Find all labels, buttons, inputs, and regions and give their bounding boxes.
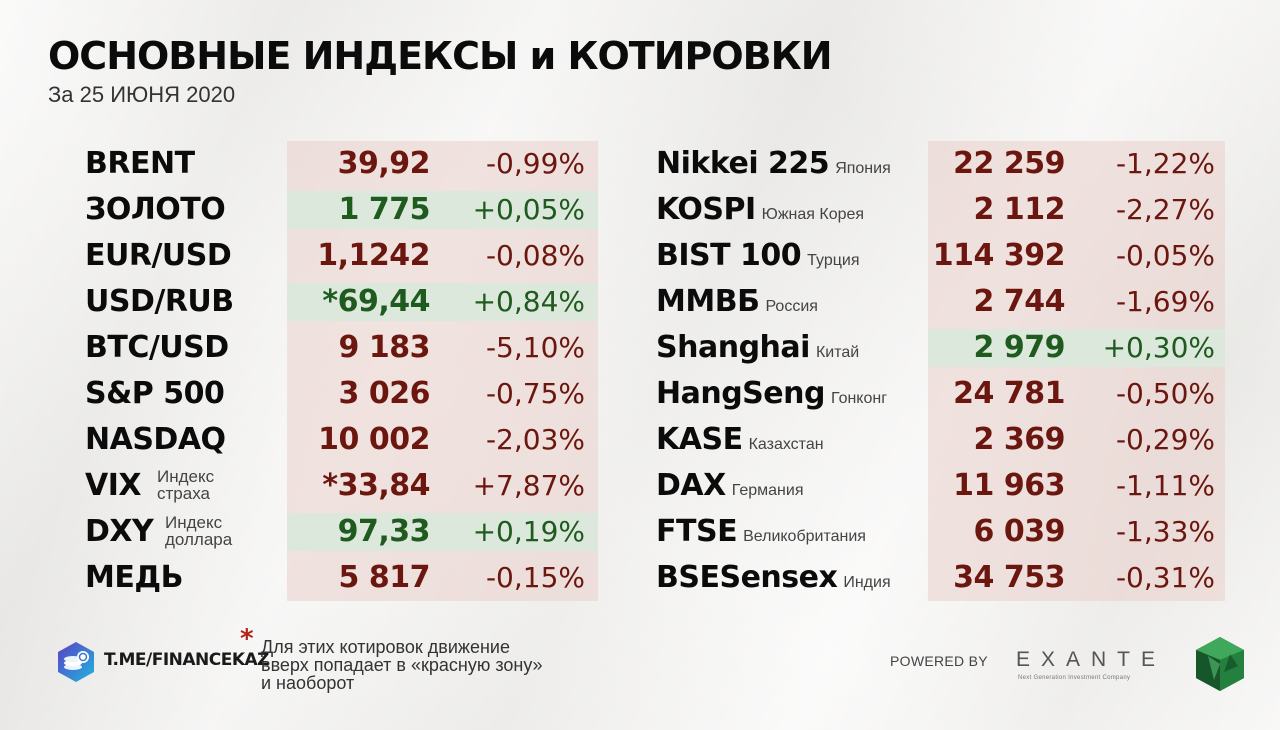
- quote-change: +7,87%: [472, 469, 585, 502]
- quote-name: DXY: [85, 514, 154, 549]
- coin-stack-hexagon-icon: [58, 642, 94, 682]
- quote-change: -0,75%: [485, 377, 585, 410]
- quote-name: VIX: [85, 468, 142, 503]
- quote-value: 10 002: [318, 422, 430, 457]
- quote-value: 2 744: [973, 284, 1066, 319]
- powered-by-label: POWERED BY: [890, 653, 988, 669]
- quote-value: 5 817: [338, 560, 431, 595]
- quote-name: МЕДЬ: [85, 560, 183, 595]
- footnote-text: Для этих котировок движение вверх попада…: [261, 637, 543, 693]
- quote-change: -5,10%: [485, 331, 585, 364]
- quote-name: BTC/USD: [85, 330, 229, 365]
- quote-value: 97,33: [337, 514, 431, 549]
- quote-change: -0,31%: [1115, 561, 1215, 594]
- quote-value: *33,84: [322, 468, 430, 503]
- quote-note: Россия: [765, 298, 818, 315]
- quote-note: Индекс доллара: [165, 513, 233, 549]
- quote-note: Турция: [807, 252, 860, 269]
- quote-change: -0,29%: [1115, 423, 1215, 456]
- quote-value: 24 781: [953, 376, 1065, 411]
- quote-name: S&P 500: [85, 376, 225, 411]
- quote-value: 1 775: [338, 192, 431, 227]
- emerald-crystal-icon: [1196, 637, 1244, 691]
- quote-value: 39,92: [337, 146, 431, 181]
- quote-name: USD/RUB: [85, 284, 234, 319]
- quote-change: -1,69%: [1115, 285, 1215, 318]
- quote-note: Китай: [815, 344, 860, 361]
- right-quotes-panel: [928, 141, 1225, 601]
- quote-name: KOSPI Южная Корея: [656, 192, 865, 227]
- quote-change: +0,30%: [1102, 331, 1215, 364]
- quote-change: +0,84%: [472, 285, 585, 318]
- quote-value: 2 979: [973, 330, 1066, 365]
- quote-name: Shanghai Китай: [656, 330, 860, 365]
- quote-note: Япония: [835, 160, 891, 177]
- quote-change: -0,08%: [485, 239, 585, 272]
- quote-value: 34 753: [953, 560, 1065, 595]
- quote-change: -0,15%: [485, 561, 585, 594]
- quote-name: ММВБ Россия: [656, 284, 818, 319]
- quote-change: -1,33%: [1115, 515, 1215, 548]
- quote-value: 3 026: [338, 376, 431, 411]
- quote-value: 9 183: [338, 330, 431, 365]
- quote-name: BSESensex Индия: [656, 560, 891, 595]
- quote-value: *69,44: [322, 284, 430, 319]
- quote-change: -2,27%: [1115, 193, 1215, 226]
- quote-value: 11 963: [953, 468, 1065, 503]
- quote-change: -1,22%: [1115, 147, 1215, 180]
- quote-note: Гонконг: [830, 390, 888, 407]
- page-title: ОСНОВНЫЕ ИНДЕКСЫ и КОТИРОВКИ: [48, 34, 833, 78]
- asterisk-mark: *: [240, 624, 254, 654]
- quote-name: NASDAQ: [85, 422, 226, 457]
- quote-name: ЗОЛОТО: [85, 192, 226, 227]
- quote-value: 1,1242: [317, 238, 430, 273]
- quote-name: FTSE Великобритания: [656, 514, 866, 549]
- quote-value: 22 259: [953, 146, 1065, 181]
- quote-name: BIST 100 Турция: [656, 238, 860, 273]
- quote-change: -0,05%: [1115, 239, 1215, 272]
- quote-name: DAX Германия: [656, 468, 804, 503]
- quote-change: +0,05%: [472, 193, 585, 226]
- quote-name: HangSeng Гонконг: [656, 376, 888, 411]
- quote-name: BRENT: [85, 146, 195, 181]
- quote-note: Индекс страха: [157, 467, 215, 503]
- quote-value: 6 039: [973, 514, 1066, 549]
- quote-note: Германия: [731, 482, 804, 499]
- quote-name: Nikkei 225 Япония: [656, 146, 891, 181]
- quote-change: +0,19%: [472, 515, 585, 548]
- quote-note: Казахстан: [748, 436, 824, 453]
- quote-name: EUR/USD: [85, 238, 232, 273]
- quote-note: Великобритания: [743, 528, 866, 545]
- quote-value: 2 112: [973, 192, 1066, 227]
- quote-change: -0,99%: [485, 147, 585, 180]
- quote-value: 114 392: [932, 238, 1066, 273]
- quote-note: Южная Корея: [761, 206, 865, 223]
- sponsor-tagline: Next Generation Investment Company: [1018, 675, 1131, 681]
- quote-change: -1,11%: [1115, 469, 1215, 502]
- telegram-channel-link[interactable]: T.ME/FINANCEKAZ: [104, 650, 270, 670]
- quote-note: Индия: [843, 574, 891, 591]
- sponsor-logo-text: EXANTE: [1016, 648, 1167, 671]
- quote-change: -2,03%: [485, 423, 585, 456]
- quote-change: -0,50%: [1115, 377, 1215, 410]
- quote-value: 2 369: [973, 422, 1066, 457]
- quote-name: KASE Казахстан: [656, 422, 824, 457]
- date-subtitle: За 25 ИЮНЯ 2020: [48, 82, 236, 107]
